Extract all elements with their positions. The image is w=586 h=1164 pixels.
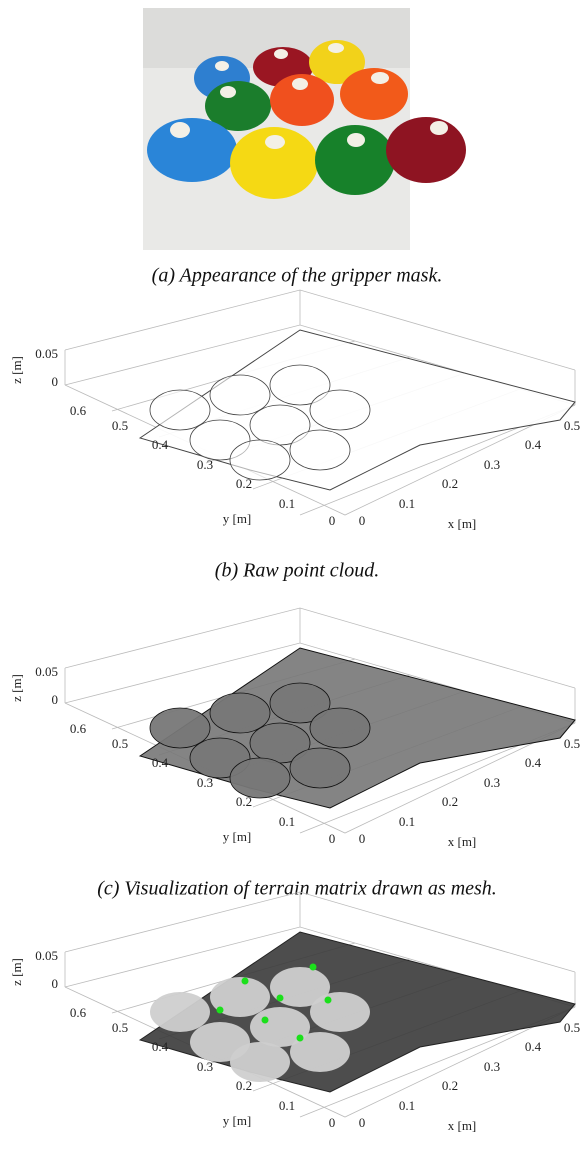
y-tick-label: 0.2 [236, 1078, 252, 1093]
bump [310, 390, 370, 430]
y-tick-label: 0.4 [152, 437, 169, 452]
x-tick-label: 0.3 [484, 457, 500, 472]
z-tick-label: 0 [52, 692, 59, 707]
peak-marker [217, 1007, 224, 1014]
caption: (c) Visualization of terrain matrix draw… [97, 878, 497, 900]
y-tick-label: 0.1 [279, 496, 295, 511]
y-tick-label: 0 [329, 1115, 336, 1130]
y-tick-label: 0.6 [70, 403, 87, 418]
bump [210, 375, 270, 415]
z-tick-label: 0.05 [35, 664, 58, 679]
caption: (a) Appearance of the gripper mask. [152, 265, 443, 287]
y-tick-label: 0.1 [279, 1098, 295, 1113]
x-tick-label: 0.1 [399, 1098, 415, 1113]
x-tick-label: 0.5 [564, 736, 580, 751]
bump [150, 992, 210, 1032]
bump [210, 693, 270, 733]
bump [230, 758, 290, 798]
z-tick-label: 0 [52, 374, 59, 389]
bump [290, 430, 350, 470]
peak-marker [325, 997, 332, 1004]
y-tick-label: 0.3 [197, 1059, 213, 1074]
y-tick-label: 0.3 [197, 775, 213, 790]
bump [150, 390, 210, 430]
x-tick-label: 0 [359, 831, 366, 846]
bump [290, 748, 350, 788]
x-tick-label: 0 [359, 1115, 366, 1130]
plot-3d: 0.05 0 z [m] 0.6 0.5 0.4 0.3 0.2 0.1 0 0 0.1 0.2 0.3 0… [9, 608, 580, 900]
z-axis-label: z [m] [9, 674, 24, 702]
x-axis-label: x [m] [448, 1118, 477, 1133]
x-tick-label: 0.4 [525, 437, 542, 452]
x-tick-label: 0.4 [525, 755, 542, 770]
y-tick-label: 0.4 [152, 1039, 169, 1054]
y-tick-label: 0.6 [70, 1005, 87, 1020]
x-tick-label: 0 [359, 513, 366, 528]
y-tick-label: 0 [329, 831, 336, 846]
x-tick-label: 0.3 [484, 1059, 500, 1074]
caption: (b) Raw point cloud. [215, 560, 379, 582]
x-axis-label: x [m] [448, 516, 477, 531]
y-tick-label: 0.5 [112, 1020, 128, 1035]
y-tick-label: 0.5 [112, 736, 128, 751]
figure: (a) Appearance of the gripper mask. 0.05… [0, 0, 586, 1164]
y-tick-label: 0.4 [152, 755, 169, 770]
y-axis-label: y [m] [223, 511, 252, 526]
x-tick-label: 0.5 [564, 418, 580, 433]
plot-3d: 0.05 0 z [m] 0.6 0.5 0.4 0.3 0.2 0.1 0 0 0.1 0.2 0.3 0… [9, 892, 580, 1164]
peak-marker [297, 1035, 304, 1042]
y-tick-label: 0.6 [70, 721, 87, 736]
z-axis-label: z [m] [9, 958, 24, 986]
x-tick-label: 0.2 [442, 1078, 458, 1093]
x-tick-label: 0.1 [399, 814, 415, 829]
z-axis-label: z [m] [9, 356, 24, 384]
x-tick-label: 0.5 [564, 1020, 580, 1035]
peak-marker [310, 964, 317, 971]
x-tick-label: 0.2 [442, 794, 458, 809]
photo [143, 8, 466, 250]
y-tick-label: 0.2 [236, 794, 252, 809]
y-tick-label: 0.2 [236, 476, 252, 491]
peak-marker [262, 1017, 269, 1024]
x-tick-label: 0.3 [484, 775, 500, 790]
x-tick-label: 0.2 [442, 476, 458, 491]
y-tick-label: 0.5 [112, 418, 128, 433]
x-tick-label: 0.1 [399, 496, 415, 511]
z-tick-label: 0.05 [35, 948, 58, 963]
y-axis-label: y [m] [223, 1113, 252, 1128]
y-axis-label: y [m] [223, 829, 252, 844]
bump [230, 440, 290, 480]
y-tick-label: 0.1 [279, 814, 295, 829]
bump [310, 708, 370, 748]
x-tick-label: 0.4 [525, 1039, 542, 1054]
bump [230, 1042, 290, 1082]
plot-3d: 0.05 0 z [m] 0.6 0.5 0.4 0.3 0.2 0.1 0 0 0.1 0.2 0.3 0… [9, 290, 580, 582]
y-tick-label: 0.3 [197, 457, 213, 472]
peak-marker [277, 995, 284, 1002]
bump [310, 992, 370, 1032]
x-axis-label: x [m] [448, 834, 477, 849]
z-tick-label: 0 [52, 976, 59, 991]
bump [150, 708, 210, 748]
y-tick-label: 0 [329, 513, 336, 528]
z-tick-label: 0.05 [35, 346, 58, 361]
peak-marker [242, 978, 249, 985]
